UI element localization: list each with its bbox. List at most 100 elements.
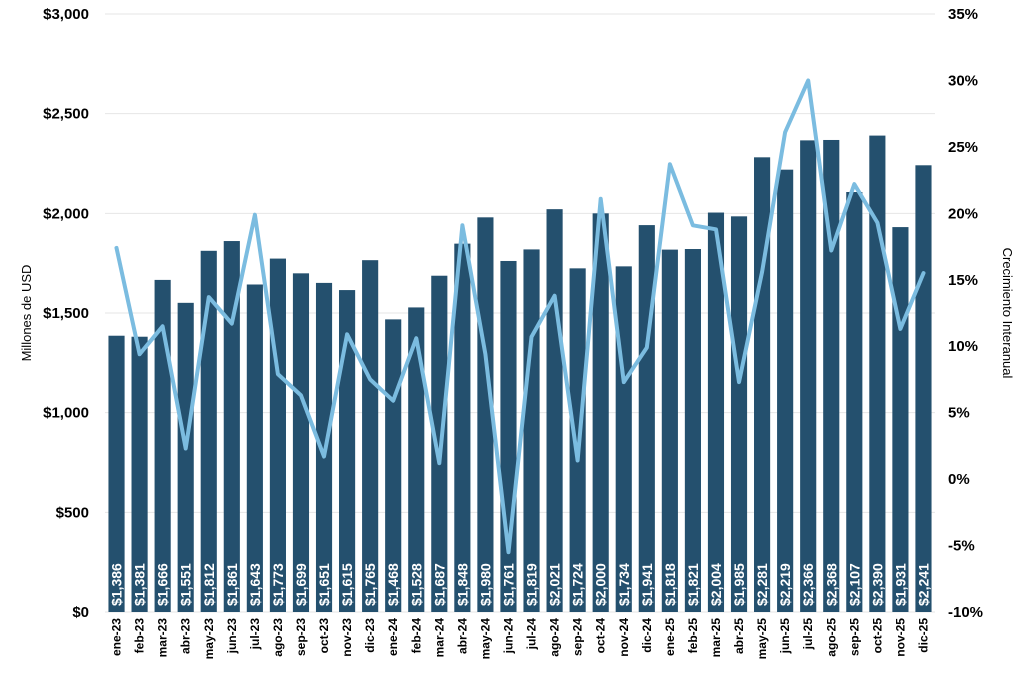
- right-tick-label: 10%: [948, 338, 978, 355]
- left-tick-label: $1,000: [43, 405, 89, 422]
- bar-value-label: $1,651: [316, 563, 332, 606]
- bar-value-label: $2,368: [823, 563, 839, 606]
- category-label: ene-23: [110, 618, 124, 656]
- bar: [730, 216, 748, 612]
- category-label: dic-25: [916, 618, 930, 653]
- category-label: jul-24: [525, 618, 539, 651]
- right-tick-label: -5%: [948, 538, 975, 555]
- right-tick-label: 35%: [948, 6, 978, 23]
- bar-value-label: $1,818: [662, 563, 678, 606]
- right-axis-title: Crecimiento Interanual: [1000, 248, 1015, 379]
- bar: [892, 227, 909, 612]
- category-label: sep-23: [294, 618, 308, 656]
- category-label: dic-24: [640, 618, 654, 653]
- bar-value-label: $1,821: [685, 563, 701, 606]
- bar: [846, 192, 863, 612]
- bar-value-label: $1,761: [500, 563, 516, 606]
- bar-value-label: $2,107: [846, 563, 862, 606]
- category-label: mar-25: [709, 618, 723, 658]
- category-label: jul-25: [801, 618, 815, 651]
- bar: [546, 209, 563, 612]
- category-label: sep-25: [847, 618, 861, 656]
- bar: [339, 290, 356, 612]
- category-label: jun-25: [778, 618, 792, 655]
- category-label: abr-24: [455, 618, 469, 654]
- bar-value-label: $1,666: [155, 563, 171, 606]
- bar-value-label: $1,931: [892, 563, 908, 606]
- bar: [246, 284, 263, 612]
- category-axis: ene-23 feb-23 mar-23 abr-23 may-23 jun-23 jul-…: [110, 618, 931, 660]
- bar: [592, 213, 609, 613]
- left-tick-label: $2,500: [43, 106, 89, 123]
- bar: [754, 157, 771, 612]
- bar: [800, 140, 817, 613]
- bar-value-label: $1,643: [247, 563, 263, 606]
- bar: [223, 241, 240, 613]
- right-tick-label: 15%: [948, 272, 978, 289]
- bar-value-label: $1,765: [362, 563, 378, 606]
- right-tick-label: -10%: [948, 604, 983, 621]
- category-label: feb-23: [133, 618, 147, 654]
- bar-value-label: $1,699: [293, 563, 309, 606]
- right-tick-label: 0%: [948, 471, 970, 488]
- category-label: ago-25: [824, 618, 838, 657]
- category-label: oct-24: [594, 618, 608, 654]
- category-label: abr-23: [179, 618, 193, 654]
- category-label: feb-25: [686, 618, 700, 654]
- right-tick-label: 5%: [948, 405, 970, 422]
- bar: [823, 139, 840, 612]
- bar-value-label: $1,386: [109, 563, 125, 606]
- left-tick-label: $3,000: [43, 6, 89, 23]
- bar: [523, 249, 540, 613]
- category-label: sep-24: [571, 618, 585, 656]
- right-tick-label: 25%: [948, 139, 978, 156]
- bar-value-label: $1,724: [570, 563, 586, 606]
- bar: [707, 212, 725, 612]
- bar-value-label: $1,819: [524, 563, 540, 606]
- bar-value-label: $1,985: [731, 563, 747, 606]
- left-axis-ticks: $0 $500 $1,000 $1,500 $2,000 $2,500 $3,000: [43, 6, 89, 621]
- left-axis-title: Millones de USD: [19, 265, 34, 362]
- bar-value-label: $2,219: [777, 563, 793, 606]
- bar: [154, 279, 171, 612]
- bar: [200, 250, 217, 613]
- line-series: [114, 78, 926, 555]
- bar-value-label: $2,390: [869, 563, 885, 606]
- bar: [661, 249, 678, 612]
- bar: [131, 336, 148, 612]
- bar: [638, 225, 655, 612]
- category-label: feb-24: [409, 618, 423, 654]
- category-label: jun-24: [501, 618, 515, 655]
- category-label: jul-23: [248, 618, 262, 651]
- right-tick-label: 20%: [948, 205, 978, 222]
- category-label: ene-25: [663, 618, 677, 656]
- category-label: oct-25: [870, 618, 884, 654]
- left-tick-label: $0: [72, 604, 89, 621]
- bar-value-label: $2,004: [708, 563, 724, 606]
- bar-value-label: $1,551: [178, 563, 194, 606]
- right-axis-ticks: -10% -5% 0% 5% 10% 15% 20% 25% 30% 35%: [948, 6, 983, 621]
- left-tick-label: $1,500: [43, 305, 89, 322]
- bar: [454, 243, 471, 612]
- category-label: mar-24: [432, 618, 446, 658]
- bar-value-label: $1,381: [132, 563, 148, 606]
- bar: [177, 302, 194, 612]
- category-label: ene-24: [386, 618, 400, 656]
- bar-value-label: $1,468: [385, 563, 401, 606]
- bar-value-label: $1,980: [477, 563, 493, 606]
- gridlines: [105, 13, 935, 613]
- bar: [500, 260, 517, 612]
- bar: [408, 307, 425, 612]
- bar-value-label: $2,366: [800, 563, 816, 606]
- bar-value-label: $1,615: [339, 563, 355, 606]
- bar: [615, 266, 632, 612]
- bar-series: [108, 135, 932, 613]
- bar: [362, 260, 379, 612]
- bar-value-label: $1,687: [431, 563, 447, 606]
- category-label: mar-23: [156, 618, 170, 658]
- category-label: ago-24: [548, 618, 562, 657]
- bar-value-label: $2,021: [547, 563, 563, 606]
- bar-value-label: $1,528: [408, 563, 424, 606]
- bar-value-label: $1,812: [201, 563, 217, 606]
- bar-value-label: $2,000: [593, 563, 609, 606]
